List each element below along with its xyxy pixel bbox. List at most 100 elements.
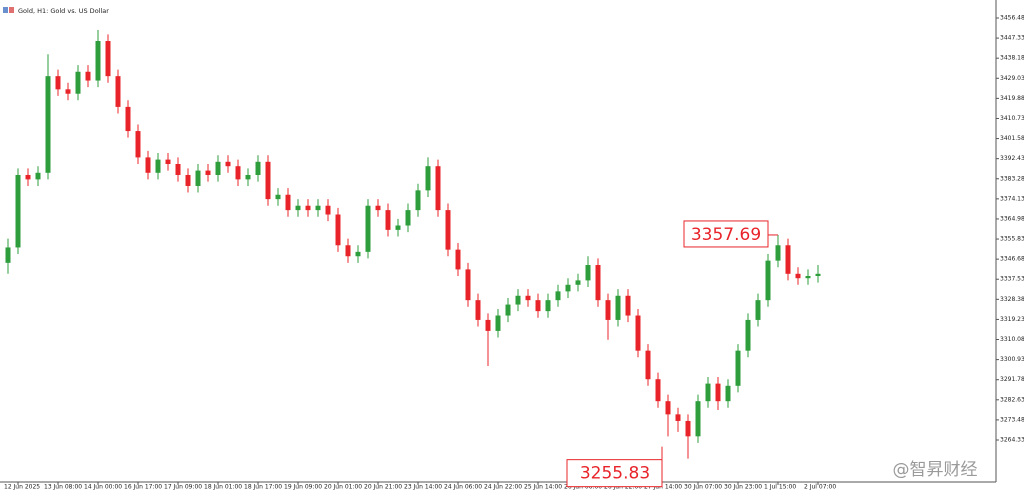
x-tick-label: 17 Jun 09:00	[164, 484, 202, 491]
candle-body	[615, 295, 621, 320]
annotation-box	[683, 220, 769, 248]
chart-title: Gold, H1: Gold vs. US Dollar	[18, 7, 109, 15]
candle-body	[645, 350, 651, 380]
y-tick-label: 3264.33	[1000, 436, 1024, 443]
y-tick-label: 3374.13	[1000, 195, 1024, 202]
candle-body	[175, 164, 181, 175]
candle-body	[675, 414, 681, 421]
candle-body	[745, 319, 751, 351]
y-tick-label: 3401.58	[1000, 135, 1024, 142]
x-tick-label: 18 Jun 01:00	[204, 484, 242, 491]
y-tick-label: 3328.38	[1000, 296, 1024, 303]
candle-body	[145, 157, 151, 173]
candle-body	[455, 249, 461, 270]
x-tick-label: 30 Jun 07:00	[684, 484, 722, 491]
y-tick-label: 3392.43	[1000, 155, 1024, 162]
candle-body	[775, 245, 781, 261]
x-tick-label: 27 Jun 14:00	[644, 484, 682, 491]
x-tick-label: 24 Jun 22:00	[484, 484, 522, 491]
x-tick-label: 23 Jun 14:00	[404, 484, 442, 491]
candle-body	[45, 76, 51, 173]
annotation-box	[566, 459, 663, 488]
y-tick-label: 3364.98	[1000, 215, 1024, 222]
candle-body	[575, 280, 581, 285]
candle-body	[415, 190, 421, 211]
candle-body	[555, 291, 561, 301]
candle-body	[385, 210, 391, 230]
candle-body	[325, 205, 331, 215]
candle-body	[755, 300, 761, 320]
candle-body	[495, 315, 501, 331]
candle-body	[205, 170, 211, 175]
candle-body	[135, 131, 141, 158]
candle-body	[95, 41, 101, 81]
y-tick-label: 3291.78	[1000, 376, 1024, 383]
candle-body	[425, 166, 431, 191]
y-tick-label: 3429.03	[1000, 75, 1024, 82]
candle-body	[75, 71, 81, 94]
candle-body	[235, 166, 241, 180]
candle-body	[605, 300, 611, 320]
candle-body	[405, 210, 411, 226]
x-tick-label: 20 Jun 01:00	[324, 484, 362, 491]
candle-body	[485, 319, 491, 331]
x-tick-label: 18 Jun 17:00	[244, 484, 282, 491]
candle-body	[465, 269, 471, 301]
candle-body	[435, 166, 441, 211]
candle-body	[515, 295, 521, 305]
candle-body	[355, 251, 361, 257]
candle-body	[565, 284, 571, 292]
y-tick-label: 3310.08	[1000, 336, 1024, 343]
candle-body	[15, 174, 21, 248]
y-tick-label: 3383.28	[1000, 175, 1024, 182]
candle-body	[365, 205, 371, 252]
candle-body	[665, 401, 671, 415]
y-tick-label: 3319.23	[1000, 316, 1024, 323]
candle-body	[625, 295, 631, 316]
candle-body	[125, 106, 131, 132]
x-tick-label: 25 Jun 14:00	[524, 484, 562, 491]
y-tick-label: 3346.68	[1000, 256, 1024, 263]
candle-body	[345, 245, 351, 257]
candle-body	[315, 205, 321, 211]
y-tick-label: 3282.63	[1000, 396, 1024, 403]
candle-body	[225, 161, 231, 167]
y-tick-label: 3355.83	[1000, 236, 1024, 243]
candle-body	[155, 159, 161, 173]
candle-body	[255, 161, 261, 175]
watermark: @智昇财经	[893, 460, 978, 480]
y-tick-label: 3300.93	[1000, 356, 1024, 363]
x-tick-label: 1 Jul 15:00	[764, 484, 796, 491]
candle-body	[65, 89, 71, 94]
candle-body	[245, 174, 251, 180]
x-tick-label: 30 Jun 23:00	[724, 484, 762, 491]
x-tick-label: 20 Jun 21:00	[364, 484, 402, 491]
x-tick-label: 12 Jun 2025	[4, 484, 40, 491]
y-tick-label: 3419.88	[1000, 95, 1024, 102]
x-tick-label: 16 Jun 17:00	[124, 484, 162, 491]
candle-body	[115, 76, 121, 107]
candle-body	[275, 194, 281, 200]
candle-body	[655, 379, 661, 402]
candle-body	[475, 300, 481, 320]
candle-body	[335, 214, 341, 246]
candle-body	[765, 260, 771, 301]
icon	[3, 7, 8, 13]
annotation-label: 3255.83	[580, 464, 650, 484]
y-tick-label: 3456.48	[1000, 15, 1024, 22]
candle-body	[285, 194, 291, 211]
candle-body	[545, 300, 551, 312]
candle-body	[815, 273, 821, 277]
candle-body	[795, 273, 801, 279]
candle-body	[635, 315, 641, 351]
candle-body	[25, 174, 31, 180]
candle-body	[35, 172, 41, 180]
candle-body	[715, 383, 721, 402]
y-tick-label: 3438.18	[1000, 55, 1024, 62]
candle-body	[295, 205, 301, 211]
y-tick-label: 3447.33	[1000, 35, 1024, 42]
candle-body	[525, 295, 531, 301]
candle-body	[705, 383, 711, 402]
